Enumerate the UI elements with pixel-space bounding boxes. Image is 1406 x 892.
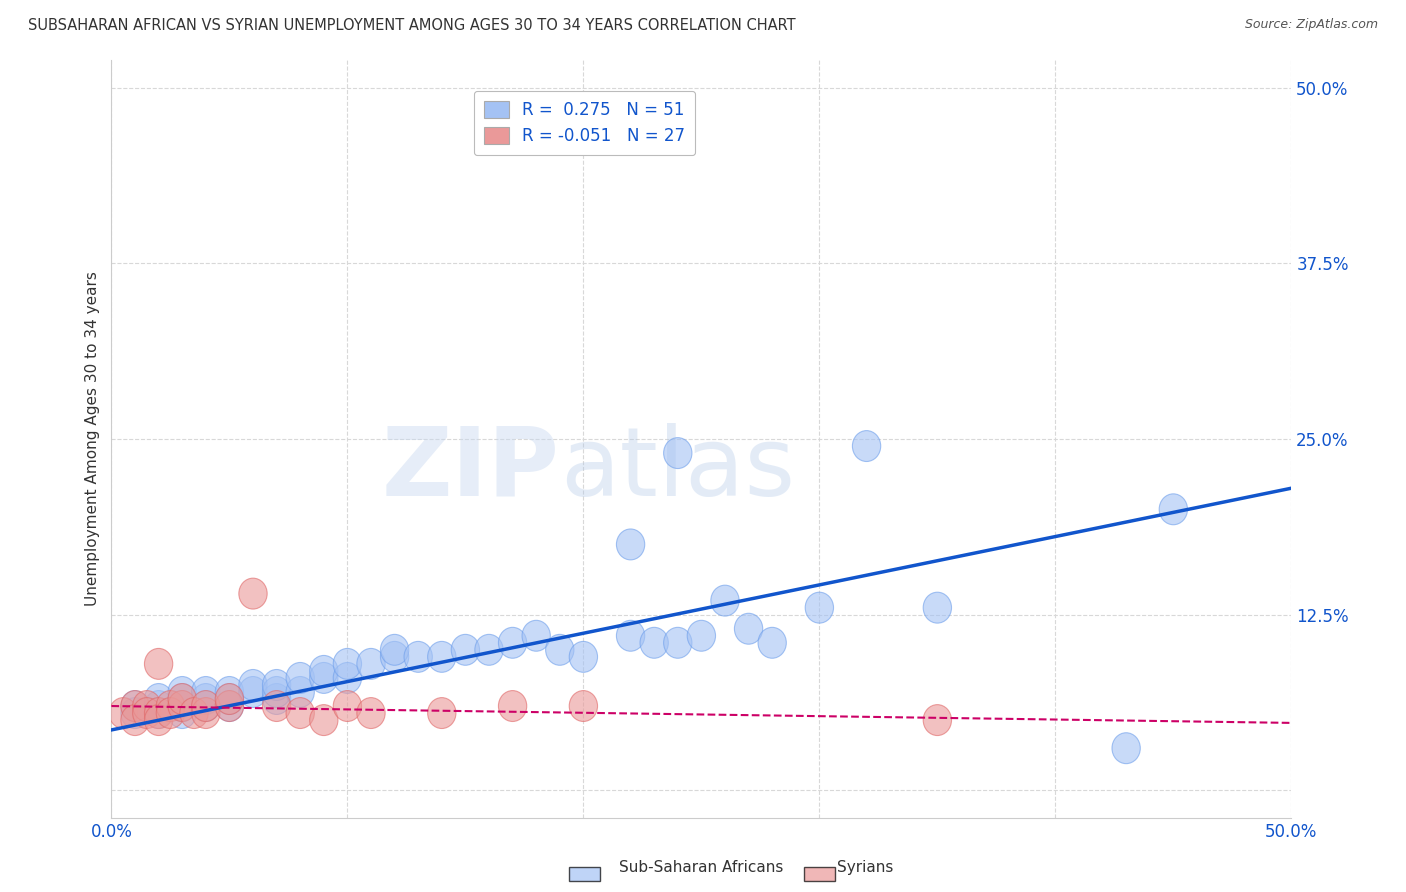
Ellipse shape (263, 690, 291, 722)
Ellipse shape (169, 690, 197, 722)
Ellipse shape (191, 698, 219, 729)
Text: Syrians: Syrians (837, 861, 893, 875)
Ellipse shape (522, 620, 550, 651)
Ellipse shape (156, 698, 184, 729)
Ellipse shape (263, 670, 291, 700)
Ellipse shape (169, 683, 197, 714)
Ellipse shape (121, 690, 149, 722)
Ellipse shape (711, 585, 740, 616)
Ellipse shape (156, 690, 184, 722)
Ellipse shape (145, 698, 173, 729)
Ellipse shape (640, 627, 668, 658)
Ellipse shape (145, 705, 173, 736)
Ellipse shape (215, 676, 243, 707)
Ellipse shape (239, 676, 267, 707)
Ellipse shape (427, 641, 456, 673)
Ellipse shape (569, 641, 598, 673)
Legend: R =  0.275   N = 51, R = -0.051   N = 27: R = 0.275 N = 51, R = -0.051 N = 27 (474, 91, 695, 155)
Ellipse shape (357, 698, 385, 729)
Ellipse shape (132, 690, 160, 722)
Ellipse shape (569, 690, 598, 722)
Ellipse shape (616, 620, 645, 651)
Ellipse shape (616, 529, 645, 560)
Ellipse shape (132, 698, 160, 729)
Ellipse shape (924, 705, 952, 736)
Ellipse shape (285, 663, 315, 693)
Ellipse shape (664, 438, 692, 468)
Ellipse shape (239, 578, 267, 609)
Ellipse shape (145, 690, 173, 722)
Ellipse shape (285, 676, 315, 707)
Ellipse shape (239, 670, 267, 700)
Ellipse shape (309, 663, 337, 693)
Ellipse shape (121, 705, 149, 736)
Ellipse shape (215, 683, 243, 714)
Ellipse shape (169, 690, 197, 722)
Text: ZIP: ZIP (382, 423, 560, 516)
Ellipse shape (546, 634, 574, 665)
Ellipse shape (734, 614, 762, 644)
Ellipse shape (688, 620, 716, 651)
Ellipse shape (191, 676, 219, 707)
Text: SUBSAHARAN AFRICAN VS SYRIAN UNEMPLOYMENT AMONG AGES 30 TO 34 YEARS CORRELATION : SUBSAHARAN AFRICAN VS SYRIAN UNEMPLOYMEN… (28, 18, 796, 33)
Ellipse shape (191, 690, 219, 722)
Ellipse shape (498, 627, 527, 658)
Ellipse shape (1112, 732, 1140, 764)
Ellipse shape (758, 627, 786, 658)
Ellipse shape (145, 698, 173, 729)
Ellipse shape (357, 648, 385, 680)
Ellipse shape (451, 634, 479, 665)
Text: atlas: atlas (560, 423, 794, 516)
Ellipse shape (806, 592, 834, 624)
Ellipse shape (169, 698, 197, 729)
Ellipse shape (110, 698, 138, 729)
Ellipse shape (852, 431, 880, 461)
Ellipse shape (333, 690, 361, 722)
Ellipse shape (381, 634, 409, 665)
Ellipse shape (1159, 494, 1188, 524)
Ellipse shape (121, 698, 149, 729)
Ellipse shape (924, 592, 952, 624)
Ellipse shape (263, 683, 291, 714)
Ellipse shape (121, 690, 149, 722)
Ellipse shape (180, 698, 208, 729)
Ellipse shape (145, 648, 173, 680)
Ellipse shape (333, 648, 361, 680)
Ellipse shape (191, 690, 219, 722)
Ellipse shape (263, 676, 291, 707)
Ellipse shape (427, 698, 456, 729)
Text: Source: ZipAtlas.com: Source: ZipAtlas.com (1244, 18, 1378, 31)
Ellipse shape (169, 683, 197, 714)
Ellipse shape (404, 641, 433, 673)
Ellipse shape (309, 705, 337, 736)
Ellipse shape (191, 683, 219, 714)
Ellipse shape (381, 641, 409, 673)
Ellipse shape (215, 690, 243, 722)
Ellipse shape (215, 690, 243, 722)
Ellipse shape (285, 698, 315, 729)
Ellipse shape (309, 656, 337, 686)
Ellipse shape (169, 676, 197, 707)
Ellipse shape (664, 627, 692, 658)
Ellipse shape (145, 683, 173, 714)
Ellipse shape (475, 634, 503, 665)
Ellipse shape (498, 690, 527, 722)
Text: Sub-Saharan Africans: Sub-Saharan Africans (619, 861, 783, 875)
Ellipse shape (215, 683, 243, 714)
Y-axis label: Unemployment Among Ages 30 to 34 years: Unemployment Among Ages 30 to 34 years (86, 271, 100, 607)
Ellipse shape (333, 663, 361, 693)
